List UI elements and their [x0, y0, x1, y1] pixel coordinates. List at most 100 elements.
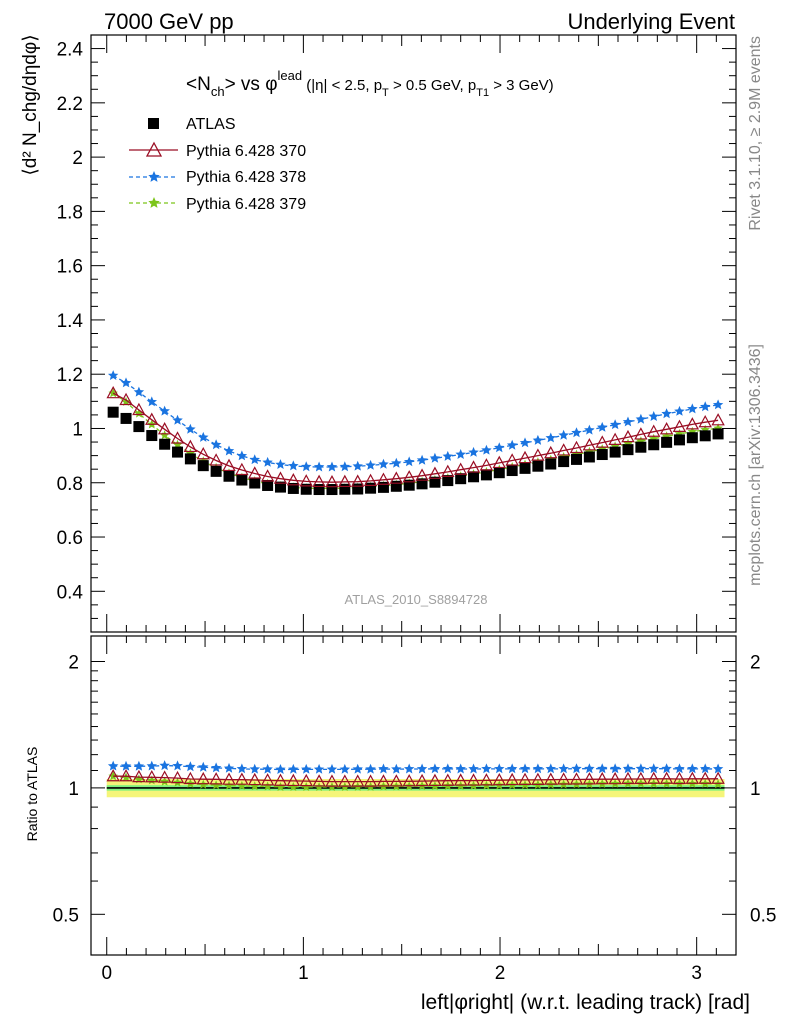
legend: ATLAS Pythia 6.428 370 Pythia 6.428 378 … [129, 116, 306, 213]
ratio-point-378 [159, 760, 170, 771]
ratio-line-370 [113, 775, 719, 783]
upper-y-axis-title: ⟨d² N_chg/dηdφ⟩ [20, 34, 41, 175]
point-atlas [558, 456, 570, 468]
point-378 [494, 442, 505, 453]
point-370 [441, 464, 455, 477]
point-atlas [133, 421, 145, 433]
point-atlas [712, 428, 724, 440]
ratio-point-379 [275, 782, 286, 791]
point-atlas [352, 483, 364, 495]
ratio-point-370 [209, 772, 223, 785]
point-370 [621, 429, 635, 443]
point-atlas [197, 460, 209, 472]
ratio-point-370 [685, 771, 700, 784]
point-378 [198, 431, 209, 442]
point-378 [146, 396, 157, 407]
ratio-point-378 [609, 763, 621, 774]
ratio-point-378 [455, 763, 466, 774]
point-370 [363, 473, 378, 486]
point-atlas [468, 471, 480, 483]
ratio-point-370 [582, 772, 597, 785]
point-370 [106, 385, 120, 399]
lower-y-tick-label-right: 0.5 [750, 905, 776, 926]
point-378 [429, 452, 441, 463]
x-tick-label: 0 [101, 963, 112, 984]
ratio-point-370 [595, 771, 609, 785]
point-atlas [210, 465, 222, 477]
point-370 [634, 427, 648, 440]
ratio-point-370 [621, 771, 635, 785]
ratio-point-379 [211, 780, 221, 790]
title-main-mid: > vs φ [225, 74, 278, 95]
ratio-point-378 [146, 760, 157, 771]
ratio-point-370 [222, 772, 236, 785]
ratio-point-370 [698, 771, 712, 784]
point-atlas [223, 470, 235, 482]
ratio-point-378 [558, 763, 569, 774]
ratio-point-370 [556, 772, 571, 785]
point-atlas [609, 446, 621, 458]
ratio-point-378 [687, 763, 698, 774]
ratio-point-378 [494, 763, 505, 774]
point-379 [700, 424, 710, 434]
title-cuts-mid: > 0.5 GeV, p [389, 77, 476, 94]
ratio-point-370 [286, 773, 301, 787]
point-378 [249, 454, 260, 465]
point-378 [378, 458, 389, 469]
point-378 [455, 449, 466, 459]
point-atlas [596, 449, 608, 461]
point-370 [338, 474, 352, 488]
ratio-point-370 [376, 774, 391, 787]
ratio-point-370 [338, 774, 352, 787]
ratio-point-370 [260, 773, 275, 786]
ratio-point-370 [145, 770, 159, 783]
point-atlas [635, 441, 647, 453]
ratio-point-370 [170, 770, 185, 784]
point-370 [659, 422, 674, 435]
ratio-point-370 [569, 772, 584, 785]
point-370 [647, 424, 661, 437]
ratio-point-370 [106, 768, 120, 782]
ratio-point-378 [120, 760, 132, 771]
upper-y-tick-label: 2 [72, 148, 83, 169]
point-378 [107, 370, 119, 380]
ratio-point-370 [531, 772, 545, 785]
point-378 [481, 444, 492, 455]
upper-y-tick-label: 2.4 [57, 40, 84, 61]
point-378 [712, 399, 724, 410]
point-370 [389, 471, 404, 484]
point-378 [288, 460, 299, 471]
legend-star-378 [148, 171, 160, 182]
point-378 [558, 429, 569, 440]
point-378 [365, 459, 376, 470]
point-atlas [661, 436, 673, 448]
rivet-label: Rivet 3.1.10, ≥ 2.9M events [747, 36, 764, 231]
point-370 [119, 392, 133, 406]
upper-y-tick-label: 0.6 [57, 528, 83, 549]
ratio-point-370 [659, 771, 674, 784]
point-378 [313, 461, 325, 472]
title-cuts-open: (|η| < 2.5, p [302, 77, 382, 94]
point-378 [159, 405, 170, 416]
point-370 [209, 453, 223, 466]
ratio-point-379 [237, 780, 247, 790]
point-370 [248, 466, 262, 479]
legend-label-378: Pythia 6.428 378 [186, 169, 306, 186]
point-370 [582, 438, 597, 451]
ratio-point-378 [249, 763, 260, 774]
ratio-point-370 [505, 772, 519, 786]
ratio-point-378 [519, 763, 531, 774]
ratio-point-370 [608, 771, 622, 785]
point-379 [134, 408, 144, 418]
header-left: 7000 GeV pp [104, 9, 234, 34]
point-378 [185, 423, 196, 434]
point-370 [505, 453, 519, 466]
ratio-point-378 [223, 762, 235, 773]
point-atlas [249, 477, 261, 489]
point-370 [157, 422, 172, 435]
ratio-point-378 [198, 761, 209, 772]
point-378 [391, 457, 402, 468]
ratio-point-378 [352, 763, 363, 774]
ratio-point-378 [365, 763, 376, 774]
point-atlas [416, 478, 428, 490]
